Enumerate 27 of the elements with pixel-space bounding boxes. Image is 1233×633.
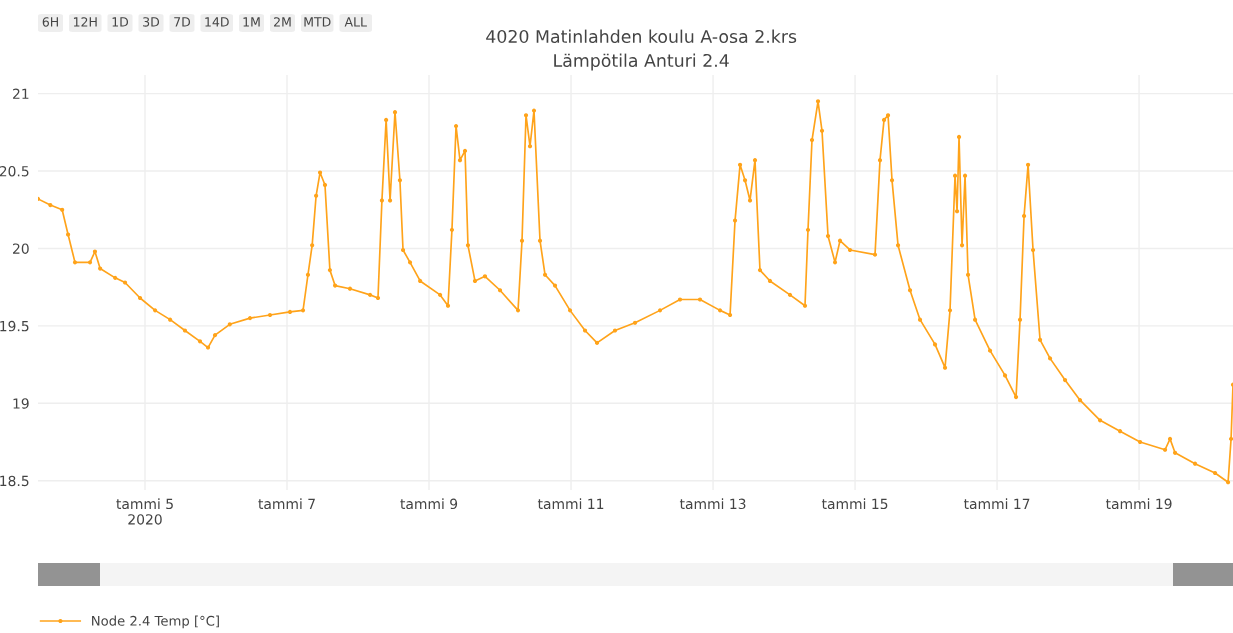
x-tick-label: tammi 9 [400, 498, 458, 510]
text: 7D [174, 17, 191, 27]
y-tick-label: 21 [13, 88, 29, 99]
x-tick-label: tammi 13 [679, 498, 746, 510]
text: 3D [143, 17, 160, 27]
text: 6H [42, 17, 58, 27]
y-tick-label: 20 [13, 243, 29, 254]
x-tick-label: tammi 5 2020 [116, 498, 173, 525]
legend-label: Node 2.4 Temp [°C] [92, 615, 219, 629]
y-tick-label: 20.5 [0, 165, 29, 177]
chart-subtitle: Lämpötila Anturi 2.4 [554, 53, 729, 71]
text: 1M [243, 17, 260, 27]
text: 1D [112, 17, 129, 27]
text: 12H [73, 17, 97, 27]
y-tick-label: 19.5 [0, 320, 29, 332]
x-tick-label: tammi 17 [963, 498, 1030, 510]
x-tick-label: tammi 11 [537, 498, 604, 510]
y-tick-label: 19 [13, 398, 29, 409]
text: 2M [274, 17, 291, 27]
x-tick-label: tammi 7 [258, 498, 315, 510]
x-tick-label: tammi 15 [821, 498, 888, 510]
text: 14D [205, 17, 229, 27]
y-tick-label: 18.5 [0, 475, 29, 487]
text: MTD [304, 17, 331, 27]
chart-title: 4020 Matinlahden koulu A-osa 2.krs [486, 29, 797, 44]
x-tick-label: tammi 19 [1105, 498, 1172, 510]
text: ALL [344, 17, 367, 27]
